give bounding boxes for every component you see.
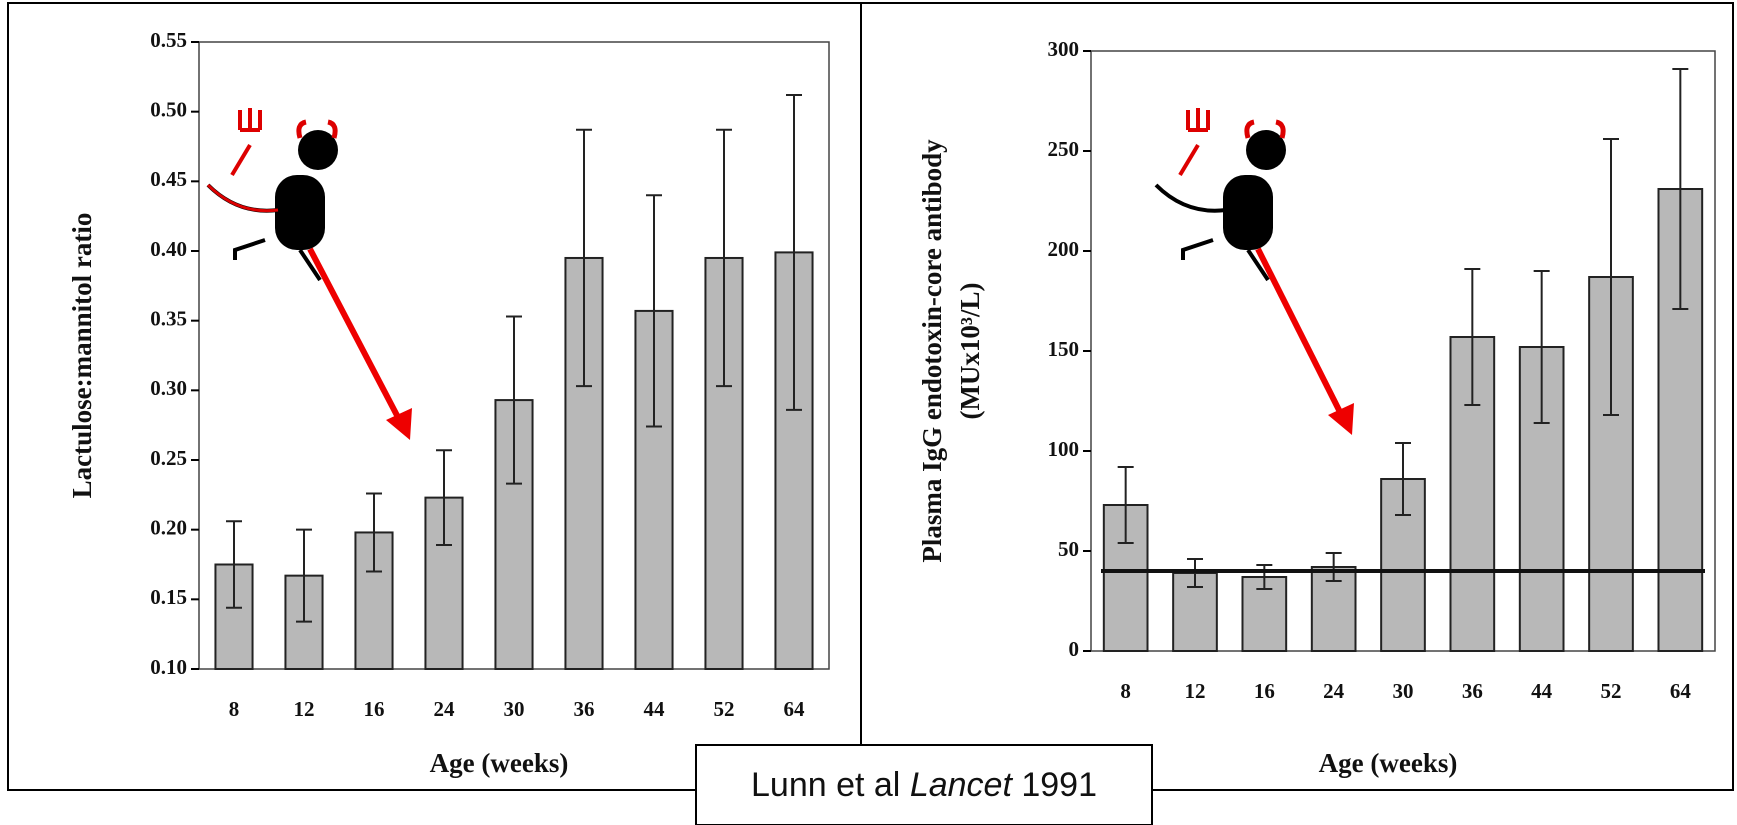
error-bar [436, 449, 452, 546]
y-tick-label: 0.15 [150, 585, 187, 609]
x-tick-label: 64 [1670, 679, 1692, 703]
x-tick-label: 52 [714, 697, 735, 721]
y-tick-label: 50 [1058, 537, 1079, 561]
error-bar [296, 528, 312, 623]
error-bar [576, 128, 592, 388]
y-tick-label: 0.40 [150, 237, 187, 261]
x-tick-label: 12 [1185, 679, 1206, 703]
citation-journal: Lancet [910, 766, 1014, 804]
x-tick-label: 12 [294, 697, 315, 721]
y-tick-label: 150 [1048, 337, 1080, 361]
citation-year: 1991 [1021, 766, 1097, 804]
error-bar [1395, 442, 1411, 516]
decorations [206, 108, 1354, 440]
error-bar [716, 128, 732, 388]
error-bar [1603, 138, 1619, 416]
devil-icon [206, 108, 338, 282]
y-tick-label: 0.25 [150, 446, 187, 470]
error-bar [1533, 270, 1550, 424]
error-bar [506, 315, 522, 485]
x-tick-label: 30 [504, 697, 525, 721]
y-tick-label: 300 [1048, 37, 1080, 61]
error-bar [226, 520, 242, 609]
x-axis-title: Age (weeks) [1319, 748, 1458, 778]
citation: Lunn et al Lancet 1991 [751, 766, 1097, 804]
error-bar [646, 194, 662, 428]
x-tick-label: 36 [574, 697, 595, 721]
y-tick-label: 0.35 [150, 306, 187, 330]
error-bar [1117, 466, 1134, 544]
x-axis-title: Age (weeks) [430, 748, 569, 778]
x-tick-label: 44 [1531, 679, 1553, 703]
error-bar [366, 492, 382, 573]
citation-box [695, 744, 1153, 825]
y-tick-label: 0.30 [150, 376, 187, 400]
x-tick-label: 16 [364, 697, 385, 721]
y-axis-title: Lactulose:mannitol ratio [67, 213, 97, 499]
citation-authors: Lunn et al [751, 766, 900, 804]
y-tick-label: 200 [1048, 237, 1080, 261]
devil-icon [1154, 108, 1286, 282]
error-bar [1325, 552, 1342, 582]
x-tick-label: 16 [1254, 679, 1275, 703]
y-axis-title: (MUx10³/L) [955, 282, 985, 419]
y-tick-label: 0 [1069, 637, 1080, 661]
y-axis-title: Plasma IgG endotoxin-core antibody [917, 139, 947, 563]
x-tick-label: 64 [784, 697, 806, 721]
x-tick-label: 36 [1462, 679, 1483, 703]
x-tick-label: 24 [1323, 679, 1345, 703]
x-tick-label: 24 [434, 697, 456, 721]
y-tick-label: 250 [1048, 137, 1080, 161]
y-tick-label: 0.55 [150, 28, 187, 52]
error-bar [786, 93, 802, 411]
y-tick-label: 0.10 [150, 655, 187, 679]
x-tick-label: 44 [644, 697, 666, 721]
error-bar [1464, 268, 1481, 406]
y-tick-label: 0.20 [150, 515, 187, 539]
error-bar [1672, 68, 1689, 310]
y-tick-label: 100 [1048, 437, 1080, 461]
y-tick-label: 0.45 [150, 167, 187, 191]
x-tick-label: 30 [1393, 679, 1414, 703]
y-tick-label: 0.50 [150, 97, 187, 121]
x-tick-label: 8 [1120, 679, 1131, 703]
x-tick-label: 8 [229, 697, 240, 721]
x-tick-label: 52 [1601, 679, 1622, 703]
bar [1310, 566, 1357, 652]
